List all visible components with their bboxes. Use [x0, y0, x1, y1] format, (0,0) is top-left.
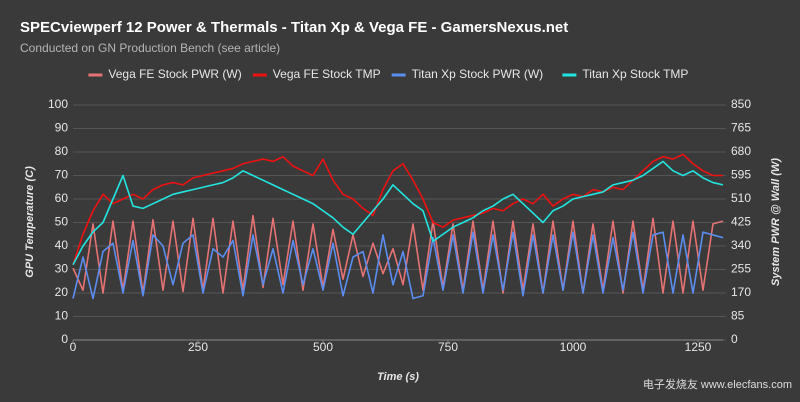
series-line	[72, 214, 724, 294]
series-line	[72, 160, 724, 266]
x-tick-label: 750	[438, 340, 458, 354]
y2-axis-title: System PWR @ Wall (W)	[770, 158, 782, 286]
y2-tick-label: 850	[731, 97, 751, 111]
y2-tick-label: 85	[731, 309, 745, 323]
legend-label: Titan Xp Stock PWR (W)	[412, 67, 544, 81]
x-axis-title: Time (s)	[377, 371, 419, 383]
y-axis-title: GPU Temperature (C)	[24, 166, 36, 278]
y2-tick-label: 680	[731, 144, 751, 158]
chart-title: SPECviewperf 12 Power & Thermals - Titan…	[20, 19, 568, 36]
y2-tick-label: 255	[731, 262, 751, 276]
x-tick-label: 1250	[685, 340, 712, 354]
y2-tick-label: 595	[731, 168, 751, 182]
x-tick-label: 1000	[560, 340, 587, 354]
y2-tick-label: 170	[731, 285, 751, 299]
y-tick-label: 0	[61, 332, 68, 346]
legend-label: Vega FE Stock TMP	[273, 67, 381, 81]
y-tick-label: 100	[48, 97, 68, 111]
series-line	[72, 153, 723, 266]
chart-subtitle: Conducted on GN Production Bench (see ar…	[20, 41, 280, 55]
legend-label: Vega FE Stock PWR (W)	[108, 67, 241, 81]
y-tick-label: 40	[55, 238, 69, 252]
y-tick-label: 20	[55, 285, 69, 299]
x-tick-label: 0	[70, 340, 77, 354]
y2-tick-label: 510	[731, 191, 751, 205]
legend-label: Titan Xp Stock TMP	[582, 67, 688, 81]
y-tick-label: 80	[55, 144, 69, 158]
y-tick-label: 90	[55, 121, 69, 135]
series-line	[72, 231, 724, 300]
x-tick-label: 500	[313, 340, 333, 354]
y-tick-label: 10	[55, 309, 69, 323]
y2-tick-label: 425	[731, 215, 751, 229]
y2-tick-label: 765	[731, 121, 751, 135]
y-tick-label: 50	[55, 215, 69, 229]
watermark: 电子发烧友 www.elecfans.com	[643, 377, 792, 391]
x-tick-label: 250	[188, 340, 208, 354]
y2-tick-label: 340	[731, 238, 751, 252]
y-tick-label: 70	[55, 168, 69, 182]
y-tick-label: 30	[55, 262, 69, 276]
y-tick-label: 60	[55, 191, 69, 205]
y2-tick-label: 0	[731, 332, 738, 346]
